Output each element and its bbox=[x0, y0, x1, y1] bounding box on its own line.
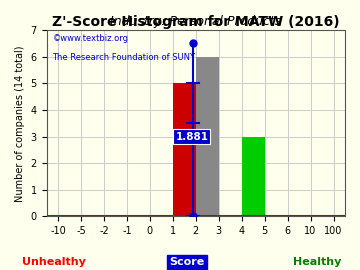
Text: Healthy: Healthy bbox=[293, 257, 341, 267]
Text: The Research Foundation of SUNY: The Research Foundation of SUNY bbox=[53, 52, 195, 62]
Text: Unhealthy: Unhealthy bbox=[22, 257, 86, 267]
Y-axis label: Number of companies (14 total): Number of companies (14 total) bbox=[15, 45, 25, 201]
Text: ©www.textbiz.org: ©www.textbiz.org bbox=[53, 34, 129, 43]
Bar bbox=[242, 137, 265, 216]
Bar bbox=[196, 57, 219, 216]
Bar bbox=[173, 83, 196, 216]
Text: Score: Score bbox=[170, 257, 205, 267]
Text: 1.881: 1.881 bbox=[175, 131, 208, 141]
Title: Z'-Score Histogram for MATW (2016): Z'-Score Histogram for MATW (2016) bbox=[52, 15, 339, 29]
Text: Industry: Personal Products: Industry: Personal Products bbox=[110, 15, 282, 28]
